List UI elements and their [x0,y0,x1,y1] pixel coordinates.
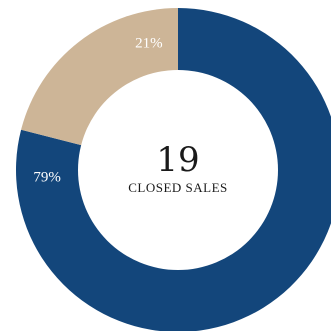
center-label: CLOSED SALES [128,180,228,195]
donut-hole [78,70,278,270]
center-value: 19 [156,140,199,180]
slice-label-1: 21% [135,35,163,51]
slice-label-0: 79% [33,169,61,185]
